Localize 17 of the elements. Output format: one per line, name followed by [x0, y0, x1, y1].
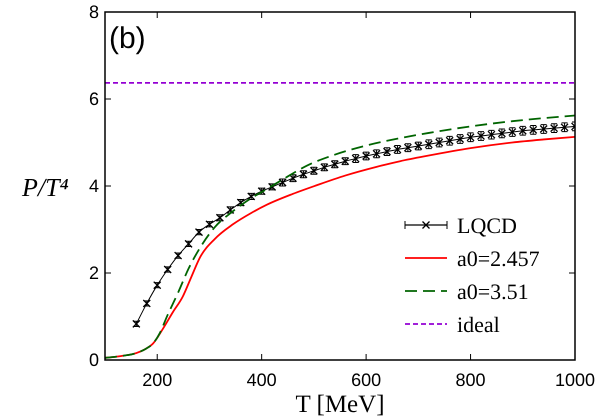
y-tick-label: 2	[88, 263, 99, 283]
y-tick-label: 0	[88, 350, 99, 370]
x-tick-label: 800	[456, 370, 486, 390]
x-tick-label: 600	[351, 370, 382, 390]
y-axis-title: P/T⁴	[21, 173, 69, 202]
legend-label: LQCD	[457, 213, 517, 238]
x-tick-label: 200	[142, 370, 172, 390]
legend-label: a0=3.51	[457, 279, 529, 304]
x-axis-title: T [MeV]	[295, 391, 385, 418]
y-tick-label: 6	[88, 89, 99, 109]
legend-label: ideal	[457, 312, 500, 337]
y-tick-label: 4	[88, 176, 99, 196]
chart-title: (b)	[109, 22, 146, 55]
y-tick-label: 8	[88, 2, 99, 22]
legend-label: a0=2.457	[457, 246, 540, 271]
x-tick-label: 1000	[554, 370, 596, 390]
x-tick-label: 400	[246, 370, 277, 390]
